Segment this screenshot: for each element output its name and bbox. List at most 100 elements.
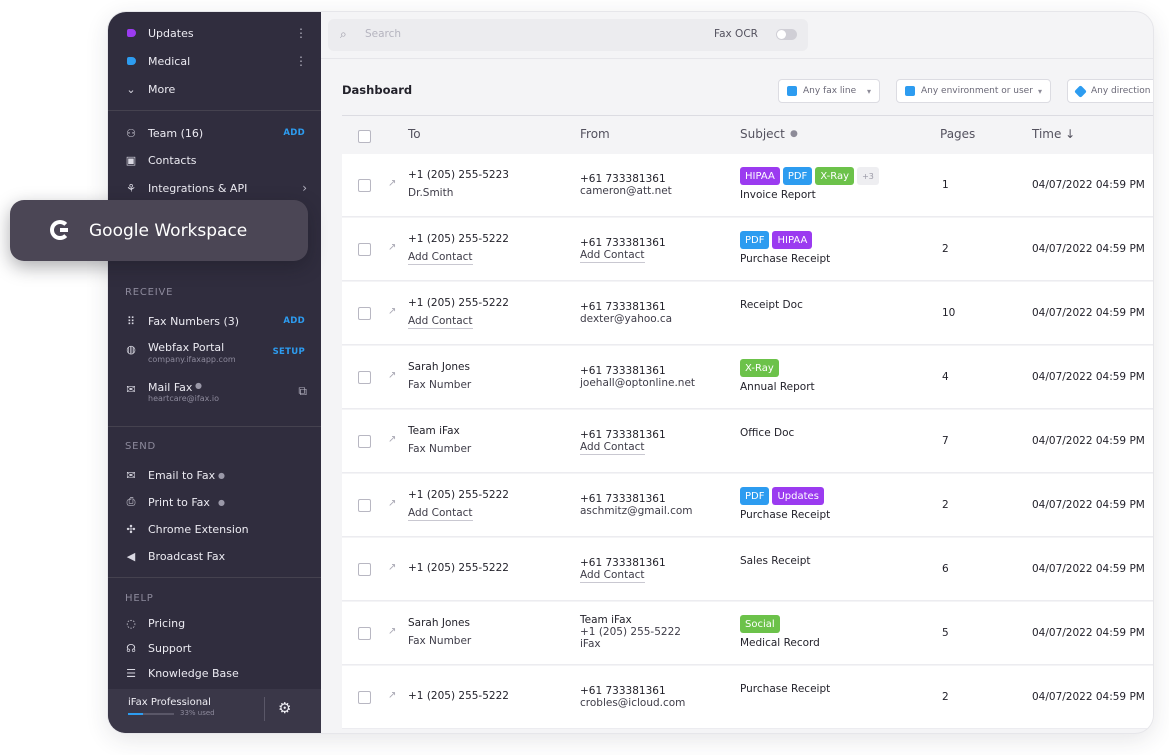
- row-checkbox[interactable]: [358, 179, 371, 192]
- sidebar-item-fax-numbers[interactable]: ⠿ Fax Numbers (3) ADD: [108, 308, 321, 334]
- dialpad-icon: ⠿: [126, 314, 136, 328]
- setup-webfax-button[interactable]: SETUP: [272, 347, 305, 357]
- sidebar-item-broadcast-fax[interactable]: ◀ Broadcast Fax: [108, 543, 321, 569]
- sender-detail: iFax: [580, 638, 601, 650]
- sidebar-item-label: Mail Fax: [148, 381, 193, 394]
- row-checkbox[interactable]: [358, 563, 371, 576]
- recipient-primary: +1 (205) 255-5223: [408, 169, 509, 181]
- table-row[interactable]: ↗ +1 (205) 255-5222 +61 733381361 crobles@i…: [342, 666, 1153, 729]
- sidebar-item-updates[interactable]: Updates ⋮: [108, 20, 321, 46]
- arrow-outgoing-icon: ↗: [388, 306, 397, 317]
- sidebar-item-contacts[interactable]: ▣ Contacts: [108, 147, 321, 173]
- search-bar: ⌕ Search Fax OCR: [328, 19, 808, 51]
- column-header-pages[interactable]: Pages: [940, 127, 976, 141]
- row-checkbox[interactable]: [358, 499, 371, 512]
- tag-list: Social: [740, 615, 780, 633]
- more-options-icon[interactable]: ⋮: [295, 26, 307, 40]
- add-contact-link[interactable]: Add Contact: [580, 441, 645, 455]
- sender-detail: aschmitz@gmail.com: [580, 505, 693, 517]
- tag-badge[interactable]: PDF: [740, 231, 770, 249]
- sidebar-item-integrations[interactable]: ⚘ Integrations & API ›: [108, 175, 321, 201]
- add-contact-link[interactable]: Add Contact: [580, 249, 645, 263]
- recipient-primary: Team iFax: [408, 425, 460, 437]
- table-row[interactable]: ↗ +1 (205) 255-5222 +61 733381361 Add Conta…: [342, 538, 1153, 601]
- usage-text: 33% used: [180, 709, 215, 717]
- recipient-detail: Dr.Smith: [408, 187, 454, 199]
- table-row[interactable]: ↗ +1 (205) 255-5223 Dr.Smith +61 733381361 c…: [342, 154, 1153, 217]
- arrow-outgoing-icon: ↗: [388, 626, 397, 637]
- column-header-from[interactable]: From: [580, 127, 610, 141]
- row-checkbox[interactable]: [358, 435, 371, 448]
- tag-list: PDF HIPAA: [740, 231, 813, 249]
- tag-badge[interactable]: X-Ray: [815, 167, 855, 185]
- more-options-icon[interactable]: ⋮: [295, 54, 307, 68]
- sender-primary: +61 733381361: [580, 557, 666, 569]
- sender-detail: joehall@optonline.net: [580, 377, 696, 389]
- add-contact-link[interactable]: Add Contact: [408, 315, 473, 329]
- sidebar-item-label: Webfax Portal: [148, 341, 225, 354]
- sidebar-item-label: Email to Fax: [148, 468, 216, 482]
- sidebar-item-knowledge-base[interactable]: ☰ Knowledge Base: [108, 660, 321, 686]
- gear-icon[interactable]: ⚙: [278, 699, 292, 717]
- sidebar-item-medical[interactable]: Medical ⋮: [108, 48, 321, 74]
- column-header-subject[interactable]: Subject: [740, 127, 785, 141]
- column-header-time[interactable]: Time ↓: [1032, 127, 1076, 141]
- subject-text: Purchase Receipt: [740, 253, 831, 265]
- row-checkbox[interactable]: [358, 243, 371, 256]
- info-icon: ●: [218, 470, 225, 480]
- add-contact-link[interactable]: Add Contact: [580, 569, 645, 583]
- table-row[interactable]: ↗ +1 (205) 255-5222 Add Contact +61 7333813…: [342, 218, 1153, 281]
- row-checkbox[interactable]: [358, 307, 371, 320]
- divider: [264, 697, 265, 721]
- sidebar-item-team[interactable]: ⚇ Team (16) ADD: [108, 120, 321, 146]
- table-row[interactable]: ↗ +1 (205) 255-5222 Add Contact +61 7333813…: [342, 282, 1153, 345]
- sidebar-item-label: Integrations & API: [148, 181, 248, 195]
- sidebar-item-pricing[interactable]: ◌ Pricing: [108, 610, 321, 636]
- sidebar-item-email-to-fax[interactable]: ✉ Email to Fax ●: [108, 462, 321, 488]
- subject-text: Invoice Report: [740, 189, 816, 201]
- tag-list: PDF Updates: [740, 487, 824, 505]
- tag-badge[interactable]: Social: [740, 615, 780, 633]
- page-count: 7: [942, 435, 949, 447]
- table-row[interactable]: ↗ Sarah Jones Fax Number Team iFax +1 (205) …: [342, 602, 1153, 665]
- sidebar-item-webfax[interactable]: ◍ Webfax Portal company.ifaxapp.com SETU…: [108, 335, 321, 365]
- tag-badge[interactable]: Updates: [772, 487, 824, 505]
- tag-badge[interactable]: PDF: [740, 487, 770, 505]
- row-checkbox[interactable]: [358, 691, 371, 704]
- timestamp: 04/07/2022 04:59 PM: [1032, 307, 1145, 319]
- add-contact-link[interactable]: Add Contact: [408, 251, 473, 265]
- table-row[interactable]: ↗ Team iFax Fax Number +61 733381361 Add Con…: [342, 410, 1153, 473]
- sidebar-item-mail-fax[interactable]: ✉ Mail Fax ● heartcare@ifax.io ⧉: [108, 376, 321, 406]
- tag-badge[interactable]: X-Ray: [740, 359, 779, 377]
- sidebar-item-print-to-fax[interactable]: ⎙ Print to Fax ●: [108, 489, 321, 515]
- direction-filter[interactable]: Any direction: [1067, 79, 1153, 103]
- tag-badge[interactable]: HIPAA: [772, 231, 813, 249]
- divider: [108, 426, 321, 427]
- add-team-button[interactable]: ADD: [283, 128, 305, 138]
- label-tag-icon: [124, 54, 138, 68]
- copy-icon[interactable]: ⧉: [298, 384, 307, 398]
- search-icon: ⌕: [340, 27, 347, 41]
- row-checkbox[interactable]: [358, 627, 371, 640]
- fax-line-filter[interactable]: Any fax line ▾: [778, 79, 880, 103]
- add-contact-link[interactable]: Add Contact: [408, 507, 473, 521]
- add-fax-number-button[interactable]: ADD: [283, 316, 305, 326]
- sender-primary: +61 733381361: [580, 685, 666, 697]
- google-workspace-chip[interactable]: Google Workspace: [10, 200, 308, 261]
- sidebar-item-chrome-extension[interactable]: ✣ Chrome Extension: [108, 516, 321, 542]
- table-row[interactable]: ↗ Sarah Jones Fax Number +61 733381361 joeha…: [342, 346, 1153, 409]
- sidebar-item-support[interactable]: ☊ Support: [108, 635, 321, 661]
- sidebar-item-more[interactable]: ⌄ More: [108, 76, 321, 102]
- row-checkbox[interactable]: [358, 371, 371, 384]
- sidebar-item-label: Chrome Extension: [148, 522, 249, 536]
- environment-filter[interactable]: Any environment or user ▾: [896, 79, 1051, 103]
- fax-ocr-toggle[interactable]: [776, 29, 797, 40]
- tag-badge[interactable]: PDF: [782, 167, 813, 185]
- column-header-to[interactable]: To: [408, 127, 421, 141]
- plan-name: iFax Professional: [128, 697, 211, 708]
- search-input[interactable]: Search: [365, 28, 402, 40]
- select-all-checkbox[interactable]: [358, 130, 371, 143]
- more-tags-badge[interactable]: +3: [857, 167, 879, 185]
- table-row[interactable]: ↗ +1 (205) 255-5222 Add Contact +61 7333813…: [342, 474, 1153, 537]
- tag-badge[interactable]: HIPAA: [740, 167, 780, 185]
